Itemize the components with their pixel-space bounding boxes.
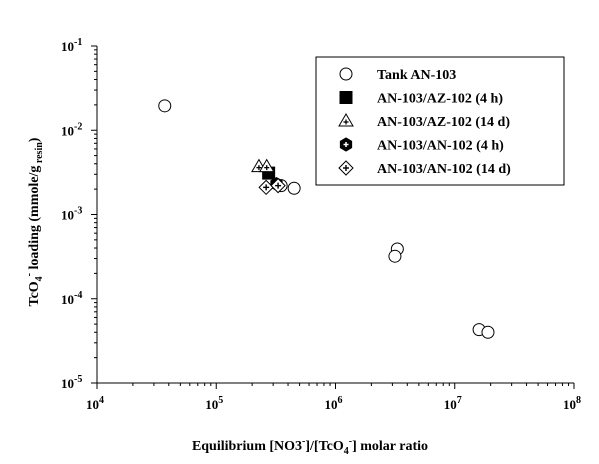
legend-label: AN-103/AN-102 (14 d) — [377, 162, 511, 177]
legend-marker — [339, 137, 353, 152]
x-tick-label: 107 — [444, 395, 462, 412]
x-tick-label: 104 — [86, 395, 104, 412]
y-tick-label: 10-1 — [61, 37, 82, 54]
x-tick-label: 105 — [205, 395, 223, 412]
data-point — [258, 179, 274, 196]
legend-label: Tank AN-103 — [377, 68, 456, 83]
data-point — [287, 181, 301, 195]
legend-label: AN-103/AZ-102 (4 h) — [377, 92, 503, 107]
legend: Tank AN-103 AN-103/AZ-102 (4 h) AN-103/AZ-… — [315, 56, 565, 186]
data-point — [388, 249, 402, 263]
legend-box — [315, 56, 565, 186]
legend-marker — [339, 67, 353, 81]
y-tick-label: 10-3 — [61, 206, 82, 223]
x-tick-label: 108 — [563, 395, 581, 412]
x-tick-label: 106 — [325, 395, 343, 412]
data-points — [158, 99, 495, 339]
y-axis-title: TcO4- loading (mmole/g resin) — [24, 137, 45, 306]
y-tick-label: 10-2 — [61, 121, 82, 138]
data-point — [270, 177, 286, 194]
legend-marker — [338, 113, 354, 127]
legend-label: AN-103/AZ-102 (14 d) — [377, 115, 510, 130]
data-point — [258, 158, 275, 173]
legend-marker — [339, 91, 353, 104]
y-tick-label: 10-5 — [61, 374, 82, 391]
axes: 104 105 106 107 108 10-5 10-4 10-3 10-2 10-1 — [61, 37, 581, 412]
legend-label: AN-103/AN-102 (4 h) — [377, 139, 504, 154]
y-tick-label: 10-4 — [61, 290, 82, 307]
legend-marker — [338, 160, 354, 176]
data-point — [481, 325, 495, 339]
data-point — [158, 99, 172, 113]
x-axis-title: Equilibrium [NO3-]/[TcO4-] molar ratio — [192, 436, 428, 457]
